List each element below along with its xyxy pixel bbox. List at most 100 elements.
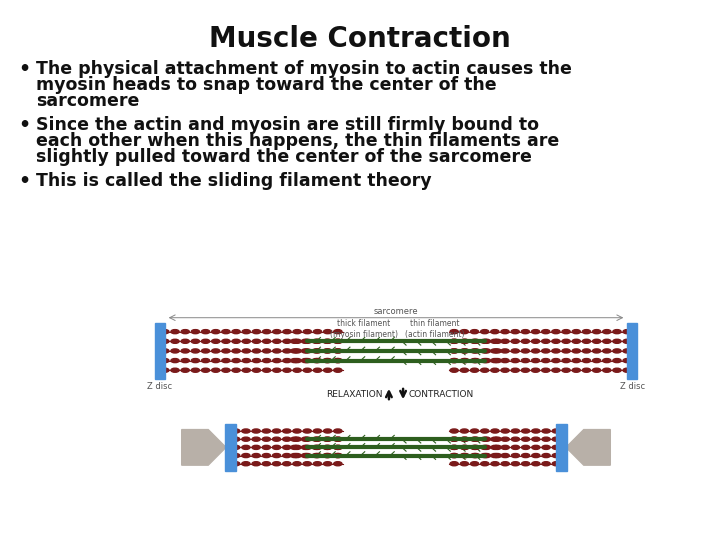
Circle shape (333, 329, 342, 334)
Circle shape (493, 446, 501, 449)
Circle shape (541, 339, 550, 343)
Circle shape (541, 359, 550, 363)
Circle shape (501, 359, 509, 363)
Circle shape (291, 446, 299, 449)
Circle shape (450, 359, 459, 363)
Circle shape (212, 368, 220, 372)
FancyArrow shape (566, 430, 611, 465)
Circle shape (291, 359, 299, 363)
Circle shape (511, 359, 519, 363)
Circle shape (613, 368, 621, 372)
Circle shape (521, 429, 530, 433)
Circle shape (472, 454, 480, 457)
Circle shape (262, 462, 271, 466)
Circle shape (202, 359, 210, 363)
Circle shape (222, 368, 230, 372)
Circle shape (623, 349, 631, 353)
Circle shape (323, 349, 332, 353)
Circle shape (461, 349, 469, 353)
Circle shape (482, 437, 490, 441)
Circle shape (613, 359, 621, 363)
Circle shape (481, 446, 489, 449)
Text: slightly pulled toward the center of the sarcomere: slightly pulled toward the center of the… (36, 148, 532, 166)
Circle shape (450, 454, 459, 457)
Text: myosin heads to snap toward the center of the: myosin heads to snap toward the center o… (36, 76, 497, 94)
Circle shape (511, 429, 520, 433)
Circle shape (460, 329, 469, 334)
Circle shape (272, 462, 281, 466)
Text: CONTRACTION: CONTRACTION (409, 389, 474, 399)
Circle shape (521, 462, 530, 466)
Circle shape (460, 454, 469, 457)
Circle shape (323, 437, 331, 441)
Circle shape (491, 462, 499, 466)
Circle shape (262, 454, 271, 457)
Circle shape (333, 339, 342, 343)
Circle shape (232, 437, 240, 441)
Circle shape (333, 454, 342, 457)
Circle shape (273, 349, 281, 353)
Circle shape (552, 429, 560, 433)
Circle shape (323, 437, 332, 441)
Circle shape (232, 329, 240, 334)
Circle shape (303, 446, 311, 449)
Circle shape (472, 359, 480, 363)
Circle shape (222, 329, 230, 334)
Circle shape (333, 349, 342, 353)
Circle shape (312, 349, 320, 353)
Circle shape (303, 454, 311, 457)
Circle shape (501, 437, 509, 441)
Circle shape (582, 368, 590, 372)
Circle shape (313, 359, 322, 363)
Circle shape (491, 454, 499, 457)
Circle shape (480, 329, 489, 334)
Circle shape (333, 454, 342, 457)
Circle shape (450, 462, 459, 466)
Circle shape (313, 454, 322, 457)
Circle shape (482, 454, 490, 457)
FancyArrow shape (181, 430, 226, 465)
Circle shape (291, 339, 299, 343)
Circle shape (572, 368, 580, 372)
Circle shape (480, 339, 489, 343)
Circle shape (482, 349, 490, 353)
Circle shape (480, 368, 489, 372)
Text: •: • (18, 172, 30, 191)
Circle shape (283, 368, 291, 372)
Circle shape (450, 339, 459, 343)
Circle shape (303, 329, 312, 334)
Circle shape (491, 359, 499, 363)
Circle shape (293, 368, 301, 372)
Circle shape (613, 349, 621, 353)
Circle shape (493, 359, 501, 363)
Circle shape (470, 349, 479, 353)
Circle shape (552, 329, 560, 334)
Circle shape (302, 339, 310, 343)
Circle shape (232, 368, 240, 372)
Circle shape (472, 446, 480, 449)
Circle shape (511, 368, 519, 372)
Circle shape (470, 437, 479, 441)
Circle shape (623, 359, 631, 363)
Circle shape (222, 339, 230, 343)
Circle shape (501, 454, 509, 457)
Circle shape (593, 339, 600, 343)
Circle shape (323, 462, 332, 466)
Circle shape (460, 368, 469, 372)
Circle shape (491, 349, 499, 353)
Circle shape (323, 368, 332, 372)
Circle shape (242, 368, 251, 372)
Circle shape (562, 329, 570, 334)
Circle shape (232, 462, 240, 466)
Text: sarcomere: sarcomere (36, 92, 140, 110)
Circle shape (161, 339, 169, 343)
Circle shape (283, 454, 291, 457)
Circle shape (521, 359, 529, 363)
Circle shape (293, 329, 301, 334)
Circle shape (501, 462, 509, 466)
Circle shape (511, 446, 520, 449)
Circle shape (593, 349, 600, 353)
Circle shape (470, 454, 479, 457)
Circle shape (303, 462, 311, 466)
Circle shape (552, 359, 560, 363)
